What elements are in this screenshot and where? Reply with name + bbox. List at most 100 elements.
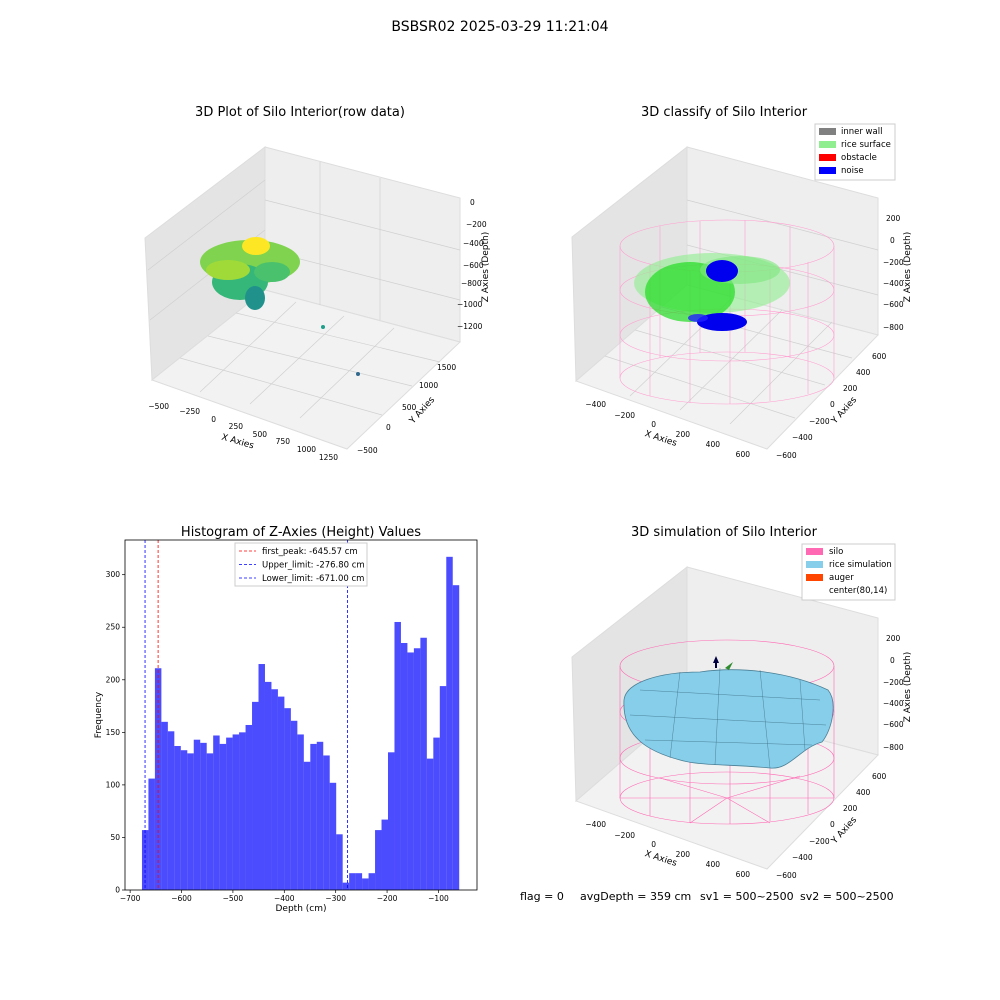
histogram-chart: Histogram of Z-Axies (Height) Values −70… (94, 525, 478, 914)
classify-ztick-label: −200 (883, 258, 904, 267)
x-tick-label: −100 (428, 894, 449, 903)
simulation-ztick-label: −200 (883, 678, 904, 687)
classify-xtick-label: −400 (585, 400, 606, 409)
raw-ztick-label: −1000 (457, 300, 483, 309)
x-tick-label: −500 (223, 894, 244, 903)
classify-ytick-label: 0 (830, 400, 835, 409)
legend-label-noise: noise (841, 166, 864, 176)
y-tick-label: 250 (106, 623, 121, 632)
auger-blade (725, 662, 733, 670)
sv1-readout: sv1 = 500~2500 (700, 890, 794, 903)
simulation-ztick-label: −400 (883, 699, 904, 708)
simulation-y-ticks: −600 −400 −200 0 200 400 600 (776, 772, 887, 880)
histogram-bar (420, 637, 427, 890)
legend-swatch (806, 561, 823, 568)
simulation-xtick-label: −400 (585, 820, 606, 829)
histogram-bar (323, 755, 330, 890)
histogram-bar (362, 878, 369, 890)
raw-x-ticks: −500 −250 0 250 500 750 1000 1250 (148, 402, 338, 462)
histogram-bar (180, 750, 188, 890)
histogram-bar (375, 830, 382, 890)
legend-label-auger: auger (829, 573, 854, 583)
classify-z-ticks: 200 0 −200 −400 −600 −800 (883, 214, 904, 332)
raw-xtick-label: 500 (253, 430, 268, 439)
histogram-bar (310, 743, 317, 890)
raw-ztick-label: −600 (463, 261, 484, 270)
classify-z-axis-label: Z Axies (Depth) (903, 232, 913, 303)
histogram-bar (277, 696, 285, 890)
simulation-x-ticks: −400 −200 0 200 400 600 (585, 820, 750, 879)
classify-x-axis-label: X Axies (643, 429, 678, 449)
simulation-ztick-label: 0 (890, 656, 895, 665)
simulation-ztick-label: 200 (886, 634, 901, 643)
simulation-xtick-label: 600 (736, 870, 751, 879)
histogram-bar (439, 686, 447, 890)
legend-swatch (819, 154, 836, 161)
raw-ztick-label: −200 (466, 220, 487, 229)
raw-x-axis-label: X Axies (220, 433, 255, 452)
simulation-ytick-label: 600 (872, 772, 887, 781)
histogram-bar (252, 701, 259, 890)
y-tick-label: 300 (106, 570, 121, 579)
raw-ztick-label: 0 (470, 198, 475, 207)
histogram-bar (174, 746, 181, 890)
legend-swatch (806, 574, 823, 581)
legend-swatch (819, 141, 836, 148)
histogram-bar (297, 734, 304, 890)
simulation-z-axis-label: Z Axies (Depth) (903, 652, 913, 723)
raw-gridlines (147, 162, 461, 419)
simulation-ytick-label: −400 (792, 853, 813, 862)
x-tick-label: −600 (171, 894, 192, 903)
legend-label-silo: silo (829, 547, 843, 557)
histogram-bar (245, 724, 253, 890)
simulation-xtick-label: 0 (651, 840, 656, 849)
raw-data-3d-plot: 3D Plot of Silo Interior(row data) −500 … (144, 105, 491, 462)
legend-label: Upper_limit: -276.80 cm (262, 561, 365, 571)
avg-depth-readout: avgDepth = 359 cm (580, 890, 691, 903)
classify-xtick-label: 0 (651, 420, 656, 429)
histogram-x-axis-label: Depth (cm) (275, 904, 326, 914)
histogram-bar (368, 873, 376, 890)
histogram-bar (446, 556, 453, 890)
simulation-legend: silo rice simulation auger center(80,14) (801, 543, 896, 601)
histogram-bar (355, 873, 363, 890)
histogram-bar (264, 681, 272, 890)
classify-ztick-label: −400 (883, 279, 904, 288)
classify-plot-title: 3D classify of Silo Interior (641, 105, 808, 120)
legend-label: first_peak: -645.57 cm (262, 547, 358, 557)
classify-xtick-label: 600 (736, 450, 751, 459)
histogram-bar (154, 668, 162, 890)
y-tick-label: 0 (115, 886, 120, 895)
classify-ztick-label: 200 (886, 214, 901, 223)
raw-xtick-label: 1000 (297, 445, 316, 454)
histogram-bar (394, 621, 401, 890)
y-tick-label: 150 (106, 728, 121, 737)
histogram-bars (141, 556, 460, 890)
simulation-ytick-label: −600 (776, 871, 797, 880)
raw-point-cloud (200, 237, 360, 376)
histogram-y-ticks: 0 50 100 150 200 250 300 (106, 570, 125, 895)
classify-y-ticks: −600 −400 −200 0 200 400 600 (776, 352, 887, 460)
simulation-xtick-label: 400 (706, 860, 721, 869)
histogram-bar (161, 721, 168, 890)
classify-ytick-label: 600 (872, 352, 887, 361)
classify-ztick-label: −600 (883, 300, 904, 309)
y-tick-label: 50 (110, 833, 120, 842)
auger-arrow (713, 656, 719, 668)
classify-ytick-label: −400 (792, 433, 813, 442)
raw-y-ticks: −500 0 500 1000 1500 (357, 363, 456, 455)
histogram-bar (206, 753, 214, 890)
legend-swatch (819, 167, 836, 174)
simulation-plot-title: 3D simulation of Silo Interior (631, 525, 818, 540)
histogram-bar (167, 731, 175, 890)
legend-label-inner-wall: inner wall (841, 127, 882, 137)
raw-ytick-label: 1000 (419, 381, 438, 390)
legend-label: Lower_limit: -671.00 cm (262, 574, 364, 584)
classify-legend: inner wall rice surface obstacle noise (814, 123, 896, 181)
simulation-ytick-label: 200 (843, 804, 858, 813)
histogram-bar (400, 643, 408, 890)
classify-ytick-label: 200 (843, 384, 858, 393)
classify-ytick-label: −200 (809, 417, 830, 426)
simulation-ytick-label: −200 (809, 837, 830, 846)
